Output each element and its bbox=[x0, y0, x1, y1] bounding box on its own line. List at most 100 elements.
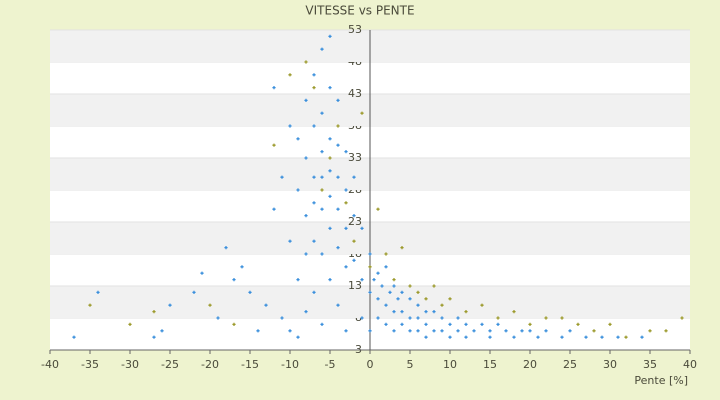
point bbox=[480, 322, 484, 326]
point bbox=[440, 303, 444, 307]
x-axis-label: Pente [%] bbox=[634, 374, 688, 387]
point bbox=[344, 188, 348, 192]
point bbox=[388, 290, 392, 294]
point bbox=[320, 150, 324, 154]
point bbox=[320, 111, 324, 115]
point bbox=[616, 335, 620, 339]
point bbox=[512, 310, 516, 314]
point bbox=[72, 335, 76, 339]
x-tick-label: 10 bbox=[443, 358, 457, 371]
point bbox=[352, 239, 356, 243]
point bbox=[496, 316, 500, 320]
point bbox=[544, 316, 548, 320]
point bbox=[328, 278, 332, 282]
point bbox=[376, 207, 380, 211]
point bbox=[664, 329, 668, 333]
point bbox=[344, 201, 348, 205]
point bbox=[288, 239, 292, 243]
x-tick-label: -30 bbox=[121, 358, 139, 371]
point bbox=[424, 310, 428, 314]
point bbox=[372, 278, 376, 282]
point bbox=[280, 316, 284, 320]
point bbox=[400, 290, 404, 294]
point bbox=[328, 169, 332, 173]
point bbox=[384, 322, 388, 326]
point bbox=[304, 310, 308, 314]
point bbox=[608, 322, 612, 326]
point bbox=[352, 214, 356, 218]
point bbox=[328, 194, 332, 198]
point bbox=[568, 329, 572, 333]
point bbox=[456, 329, 460, 333]
y-tick-label: 33 bbox=[348, 151, 362, 164]
point bbox=[384, 252, 388, 256]
x-tick-label: -5 bbox=[325, 358, 336, 371]
point bbox=[504, 329, 508, 333]
point bbox=[432, 310, 436, 314]
point bbox=[528, 322, 532, 326]
point bbox=[488, 329, 492, 333]
point bbox=[440, 329, 444, 333]
point bbox=[320, 207, 324, 211]
point bbox=[472, 329, 476, 333]
point bbox=[312, 201, 316, 205]
point bbox=[128, 322, 132, 326]
point bbox=[384, 303, 388, 307]
x-tick-label: 0 bbox=[367, 358, 374, 371]
x-tick-label: -25 bbox=[161, 358, 179, 371]
point bbox=[464, 322, 468, 326]
point bbox=[312, 73, 316, 77]
point bbox=[400, 322, 404, 326]
point bbox=[392, 278, 396, 282]
point bbox=[380, 284, 384, 288]
y-tick-label: 43 bbox=[348, 87, 362, 100]
point bbox=[488, 335, 492, 339]
point bbox=[288, 73, 292, 77]
y-tick-label: 13 bbox=[348, 279, 362, 292]
point bbox=[368, 290, 372, 294]
point bbox=[152, 335, 156, 339]
point bbox=[304, 60, 308, 64]
point bbox=[456, 316, 460, 320]
point bbox=[424, 297, 428, 301]
x-tick-label: 20 bbox=[523, 358, 537, 371]
point bbox=[320, 188, 324, 192]
point bbox=[232, 322, 236, 326]
point bbox=[368, 329, 372, 333]
point bbox=[328, 86, 332, 90]
point bbox=[432, 284, 436, 288]
point bbox=[464, 310, 468, 314]
point bbox=[248, 290, 252, 294]
point bbox=[328, 137, 332, 141]
point bbox=[320, 175, 324, 179]
point bbox=[336, 207, 340, 211]
point bbox=[192, 290, 196, 294]
y-tick-label: 23 bbox=[348, 215, 362, 228]
point bbox=[496, 322, 500, 326]
chart-title: VITESSE vs PENTE bbox=[305, 4, 414, 18]
point bbox=[152, 310, 156, 314]
point bbox=[640, 335, 644, 339]
point bbox=[424, 322, 428, 326]
point bbox=[408, 297, 412, 301]
x-tick-label: 40 bbox=[683, 358, 697, 371]
point bbox=[320, 47, 324, 51]
point bbox=[560, 316, 564, 320]
point bbox=[256, 329, 260, 333]
point bbox=[528, 329, 532, 333]
point bbox=[312, 239, 316, 243]
point bbox=[304, 252, 308, 256]
x-tick-label: 30 bbox=[603, 358, 617, 371]
point bbox=[624, 335, 628, 339]
point bbox=[312, 124, 316, 128]
point bbox=[88, 303, 92, 307]
point bbox=[272, 86, 276, 90]
point bbox=[304, 98, 308, 102]
point bbox=[200, 271, 204, 275]
point bbox=[376, 316, 380, 320]
point bbox=[600, 335, 604, 339]
point bbox=[416, 290, 420, 294]
point bbox=[400, 246, 404, 250]
x-tick-label: -40 bbox=[41, 358, 59, 371]
